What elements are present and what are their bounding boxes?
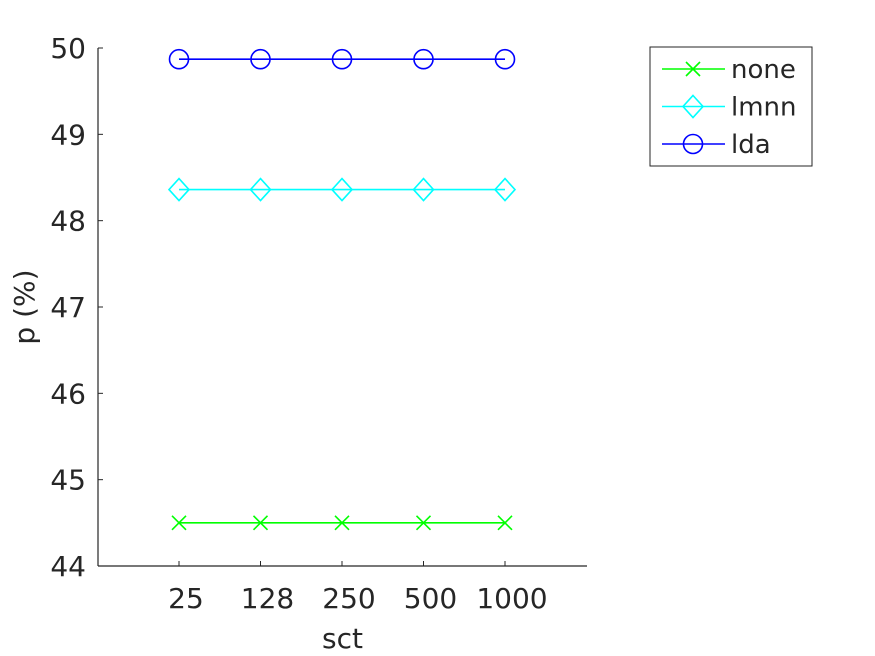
marker-stroke <box>334 515 350 531</box>
data-point-lda <box>331 48 353 70</box>
marker-stroke <box>252 515 269 531</box>
data-point-lmnn <box>249 177 272 202</box>
y-tick-label: 44 <box>50 550 86 583</box>
y-tick-label: 45 <box>50 464 86 497</box>
series-lda <box>168 48 516 70</box>
data-point-lda <box>168 48 190 70</box>
marker-stroke <box>685 61 701 77</box>
legend-marker <box>682 133 704 155</box>
data-point-lmnn <box>167 177 191 202</box>
x-tick-label: 250 <box>322 582 375 615</box>
legend-entry-lmnn: lmnn <box>662 93 797 123</box>
data-point-none <box>252 515 269 531</box>
x-axis-label: sct <box>322 622 363 655</box>
chart-series <box>167 48 517 531</box>
data-point-lda <box>494 48 516 70</box>
data-point-lda <box>413 48 434 70</box>
x-tick-label: 128 <box>241 582 294 615</box>
legend-marker <box>681 94 705 119</box>
data-point-lda <box>250 48 271 70</box>
x-tick-label: 500 <box>404 582 457 615</box>
series-lmnn <box>167 177 517 202</box>
legend-marker <box>685 61 701 77</box>
chart-axes: 44 45 46 47 48 49 50 25 128 250 500 1000 sct p (%) <box>8 32 587 655</box>
marker-stroke <box>415 515 432 531</box>
data-point-none <box>497 515 513 531</box>
legend-entry-none: none <box>662 55 796 85</box>
legend-entry-lda: lda <box>662 130 771 160</box>
y-tick-label: 48 <box>50 205 86 238</box>
y-tick-label: 47 <box>50 291 86 324</box>
y-axis-label: p (%) <box>8 269 41 344</box>
legend-label: lmnn <box>731 93 797 123</box>
y-tick-label: 49 <box>50 118 86 151</box>
data-point-lmnn <box>412 177 435 202</box>
data-point-none <box>171 515 187 531</box>
chart-legend: none lmnn lda <box>649 46 813 167</box>
data-point-none <box>415 515 432 531</box>
y-tick-label: 50 <box>50 32 86 65</box>
y-tick-label: 46 <box>50 377 86 410</box>
series-none <box>171 515 513 531</box>
x-tick-label: 1000 <box>476 582 547 615</box>
marker-stroke <box>171 515 187 531</box>
marker-stroke <box>497 515 513 531</box>
data-point-lmnn <box>493 177 517 202</box>
legend-label: none <box>731 55 796 85</box>
data-point-lmnn <box>330 177 354 202</box>
x-tick-label: 25 <box>168 582 204 615</box>
data-point-none <box>334 515 350 531</box>
legend-label: lda <box>731 130 771 160</box>
